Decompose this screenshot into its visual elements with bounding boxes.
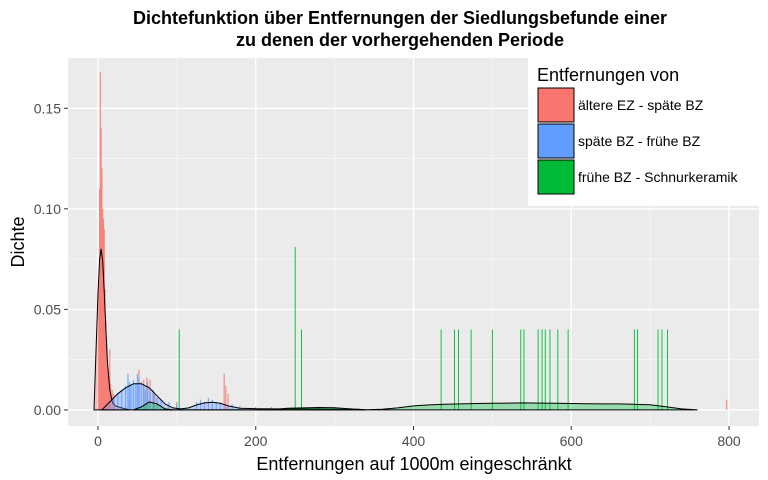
x-axis-ticks: 0 200 400 600 800	[94, 426, 741, 449]
histogram-bar	[633, 329, 635, 410]
histogram-bar	[544, 329, 546, 410]
histogram-bar	[637, 329, 638, 410]
histogram-bar	[124, 385, 127, 410]
histogram-bar	[219, 403, 221, 410]
histogram-bar	[140, 381, 142, 410]
histogram-bar	[98, 289, 100, 410]
histogram-bar	[100, 128, 102, 410]
legend-label: späte BZ - frühe BZ	[578, 133, 701, 149]
density-curve	[93, 248, 130, 411]
x-tick-label: 0	[94, 433, 102, 449]
histogram-bar	[458, 329, 459, 410]
legend-title: Entfernungen von	[537, 65, 679, 85]
histogram-bar	[117, 393, 119, 410]
density-curves	[93, 248, 698, 411]
legend-key	[537, 87, 575, 123]
histogram-bar	[130, 385, 132, 410]
histogram-bar	[103, 228, 105, 410]
histogram-bar	[440, 329, 442, 410]
y-tick-label: 0.10	[34, 201, 61, 217]
histogram-bar	[470, 329, 472, 410]
y-axis-ticks: 0.00 0.05 0.10 0.15	[34, 100, 68, 418]
histogram-bar	[294, 247, 296, 410]
x-tick-label: 800	[717, 433, 741, 449]
histogram-bar	[106, 359, 109, 410]
histogram-bar	[537, 329, 539, 410]
histogram-bar	[143, 385, 145, 410]
legend-key	[537, 159, 575, 195]
histogram-bar	[491, 329, 493, 410]
histogram-bar	[199, 399, 202, 410]
x-tick-label: 400	[402, 433, 426, 449]
legend-key	[537, 123, 575, 159]
y-tick-label: 0.05	[34, 301, 61, 317]
histogram-bar	[557, 329, 559, 410]
histogram-bar	[105, 319, 107, 410]
y-tick-label: 0.15	[34, 100, 61, 116]
histogram-bar	[146, 377, 148, 410]
histogram-bar	[195, 401, 198, 410]
x-tick-label: 200	[244, 433, 268, 449]
x-axis-title: Entfernungen auf 1000m eingeschränkt	[256, 454, 571, 474]
histogram-bar	[657, 329, 659, 410]
histogram-bar	[211, 399, 213, 410]
histogram-bar	[99, 72, 101, 410]
histogram-bar	[223, 373, 225, 410]
histogram-bar	[138, 377, 140, 410]
histogram-bar	[178, 329, 180, 410]
histogram-bar	[661, 329, 663, 410]
histogram-bar	[520, 329, 522, 410]
histogram-bar	[227, 393, 229, 410]
histogram-bar	[102, 208, 104, 410]
histogram-bar	[152, 389, 154, 410]
histogram-bar	[154, 393, 156, 410]
histogram-bar	[523, 329, 525, 410]
histogram-bar	[128, 381, 131, 410]
histogram-bar	[127, 373, 129, 410]
histogram-bar	[301, 329, 302, 410]
y-tick-label: 0.00	[34, 402, 61, 418]
histogram-bar	[207, 397, 210, 410]
legend-label: frühe BZ - Schnurkeramik	[578, 169, 738, 185]
histogram-bar	[334, 406, 336, 410]
histogram-bar	[132, 379, 135, 410]
x-tick-label: 600	[560, 433, 584, 449]
histogram-bar	[104, 289, 106, 410]
histogram-bar	[102, 218, 105, 410]
histogram-bar	[109, 349, 111, 410]
histogram-bar	[215, 401, 217, 410]
histogram-bar	[147, 381, 149, 410]
histogram-bar	[160, 399, 162, 410]
histogram-bar	[541, 329, 543, 410]
legend-label: ältere EZ - späte BZ	[578, 97, 704, 113]
histogram-bar	[107, 369, 109, 410]
legend: Entfernungen von ältere EZ - späte BZ spä…	[528, 58, 759, 206]
legend-keys: ältere EZ - späte BZ späte BZ - frühe BZ f…	[537, 87, 738, 195]
histogram-bar	[176, 403, 178, 410]
density-curve	[133, 401, 698, 411]
histogram-bar	[136, 373, 139, 410]
histogram-bar	[667, 329, 668, 410]
histogram-bar	[549, 329, 551, 410]
histogram-bar	[121, 389, 123, 410]
histogram-bar	[109, 383, 112, 410]
histogram-bar	[144, 389, 146, 410]
histogram-bar	[98, 188, 101, 410]
histogram-bar	[108, 373, 110, 410]
chart-title-line-1: Dichtefunktion über Entfernungen der Sie…	[133, 8, 667, 28]
y-axis-title: Dichte	[8, 216, 28, 267]
histogram-bar	[567, 329, 569, 410]
histogram-bar	[225, 385, 227, 410]
chart-title-line-2: zu denen der vorhergehenden Periode	[236, 30, 564, 50]
histogram-bar	[726, 399, 728, 410]
histogram-bar	[135, 383, 137, 410]
histogram-bar	[106, 339, 108, 410]
histogram-bar	[203, 401, 206, 410]
histogram-bar	[101, 168, 103, 410]
histogram-bar	[454, 329, 455, 410]
